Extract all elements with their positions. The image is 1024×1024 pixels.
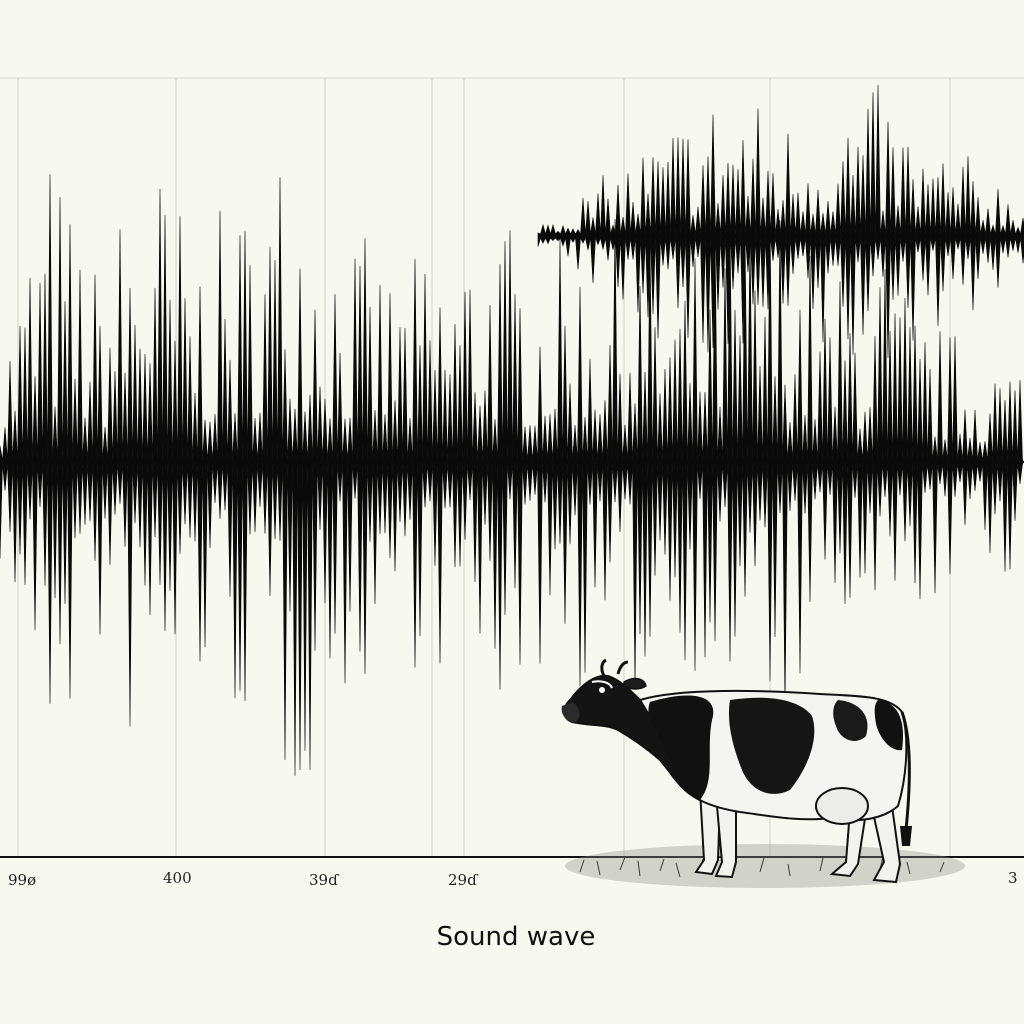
cow-tail-tuft: [900, 826, 912, 846]
cow-spot: [728, 697, 815, 794]
x-axis-ticks: 99ø 400 39ɗ 29ɗ 3: [8, 869, 1018, 889]
waveform-upper: [537, 85, 1024, 358]
cow-face-stripe: [591, 680, 613, 689]
tick-label: 400: [163, 869, 192, 887]
cow-head: [563, 674, 677, 781]
waveform-path: [0, 174, 1024, 776]
tick-label: 29ɗ: [448, 871, 479, 889]
cow-spot: [874, 700, 903, 751]
waveform-path: [537, 85, 1024, 358]
tick-label: 3: [1008, 869, 1018, 887]
waveform-main: [0, 174, 1024, 776]
cow-ear: [623, 677, 647, 690]
cow-spot: [833, 700, 868, 741]
cow-horn: [600, 658, 607, 677]
cow-tail: [900, 711, 911, 831]
cow-horn: [616, 660, 629, 675]
cow-muzzle: [561, 702, 580, 722]
cow-eye: [599, 687, 605, 693]
x-axis-title: Sound wave: [437, 922, 596, 952]
cow-icon: [561, 658, 965, 888]
tick-label: 99ø: [8, 871, 36, 889]
cow-udder: [815, 787, 869, 825]
tick-label: 39ɗ: [309, 871, 340, 889]
grass-patch: [565, 844, 965, 888]
cow-spot: [648, 695, 714, 800]
